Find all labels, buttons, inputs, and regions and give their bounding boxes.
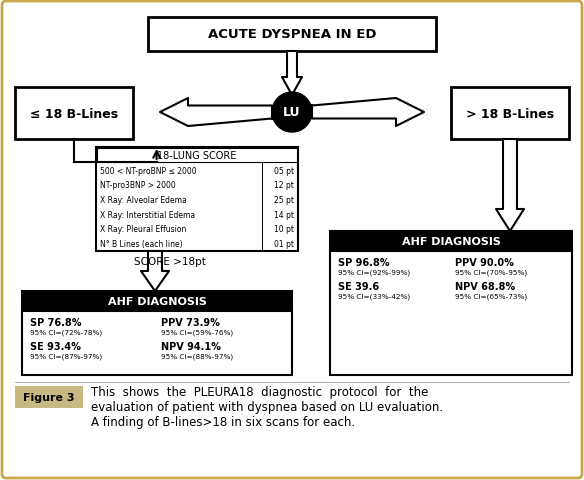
Text: SP 96.8%: SP 96.8% — [338, 257, 390, 267]
Text: LU: LU — [283, 106, 301, 119]
Bar — [287, 52, 297, 78]
Bar — [451, 88, 569, 140]
Text: 14 pt: 14 pt — [274, 210, 294, 219]
Bar — [503, 140, 517, 210]
Text: ACUTE DYSPNEA IN ED: ACUTE DYSPNEA IN ED — [208, 28, 376, 41]
Circle shape — [272, 93, 312, 133]
Text: > 18 B-Lines: > 18 B-Lines — [466, 107, 554, 120]
Text: 95% CI=(88%-97%): 95% CI=(88%-97%) — [161, 353, 233, 360]
Bar — [148, 252, 162, 271]
Polygon shape — [282, 78, 302, 96]
Text: Figure 3: Figure 3 — [23, 392, 75, 402]
Text: NPV 68.8%: NPV 68.8% — [455, 281, 515, 291]
Bar — [96, 148, 298, 252]
Text: A finding of B-lines>18 in six scans for each.: A finding of B-lines>18 in six scans for… — [91, 416, 355, 429]
Text: X Ray: Pleural Effusion: X Ray: Pleural Effusion — [100, 225, 186, 234]
Text: This  shows  the  PLEURA18  diagnostic  protocol  for  the: This shows the PLEURA18 diagnostic proto… — [91, 386, 429, 399]
Text: PPV 73.9%: PPV 73.9% — [161, 317, 220, 327]
Text: NT-pro3BNP > 2000: NT-pro3BNP > 2000 — [100, 181, 176, 190]
Text: AHF DIAGNOSIS: AHF DIAGNOSIS — [107, 296, 206, 306]
Polygon shape — [496, 210, 524, 231]
Bar — [148, 18, 436, 52]
Bar — [330, 231, 572, 252]
Text: 95% CI=(70%-95%): 95% CI=(70%-95%) — [455, 269, 527, 276]
Bar — [22, 312, 292, 375]
Bar — [330, 252, 572, 375]
Text: 10 pt: 10 pt — [274, 225, 294, 234]
Text: 18-LUNG SCORE: 18-LUNG SCORE — [157, 151, 237, 161]
Text: X Ray: Alveolar Edema: X Ray: Alveolar Edema — [100, 196, 187, 205]
Polygon shape — [396, 99, 424, 127]
Polygon shape — [160, 99, 188, 127]
Text: ≤ 18 B-Lines: ≤ 18 B-Lines — [30, 107, 118, 120]
Text: PPV 90.0%: PPV 90.0% — [455, 257, 514, 267]
Text: 25 pt: 25 pt — [274, 196, 294, 205]
Text: 95% CI=(33%-42%): 95% CI=(33%-42%) — [338, 293, 410, 300]
Text: 95% CI=(72%-78%): 95% CI=(72%-78%) — [30, 329, 102, 336]
Text: AHF DIAGNOSIS: AHF DIAGNOSIS — [402, 237, 500, 247]
Bar — [15, 386, 83, 408]
Text: 12 pt: 12 pt — [274, 181, 294, 190]
Text: SCORE >18pt: SCORE >18pt — [134, 256, 206, 266]
Text: SP 76.8%: SP 76.8% — [30, 317, 82, 327]
Text: SE 93.4%: SE 93.4% — [30, 341, 81, 351]
Polygon shape — [141, 271, 169, 291]
Text: X Ray: Interstitial Edema: X Ray: Interstitial Edema — [100, 210, 195, 219]
Text: 95% CI=(87%-97%): 95% CI=(87%-97%) — [30, 353, 102, 360]
Text: 05 pt: 05 pt — [274, 167, 294, 176]
Text: N° B Lines (each line): N° B Lines (each line) — [100, 240, 183, 249]
Bar — [312, 106, 396, 119]
Text: 95% CI=(92%-99%): 95% CI=(92%-99%) — [338, 269, 410, 276]
Text: evaluation of patient with dyspnea based on LU evaluation.: evaluation of patient with dyspnea based… — [91, 401, 443, 414]
Text: 500 < NT-proBNP ≤ 2000: 500 < NT-proBNP ≤ 2000 — [100, 167, 197, 176]
Text: 95% CI=(59%-76%): 95% CI=(59%-76%) — [161, 329, 233, 336]
Text: SE 39.6: SE 39.6 — [338, 281, 379, 291]
Bar — [22, 291, 292, 312]
Bar — [97, 149, 297, 163]
Text: 01 pt: 01 pt — [274, 240, 294, 249]
Bar — [188, 106, 272, 119]
Bar — [15, 88, 133, 140]
Text: NPV 94.1%: NPV 94.1% — [161, 341, 221, 351]
Text: 95% CI=(65%-73%): 95% CI=(65%-73%) — [455, 293, 527, 300]
